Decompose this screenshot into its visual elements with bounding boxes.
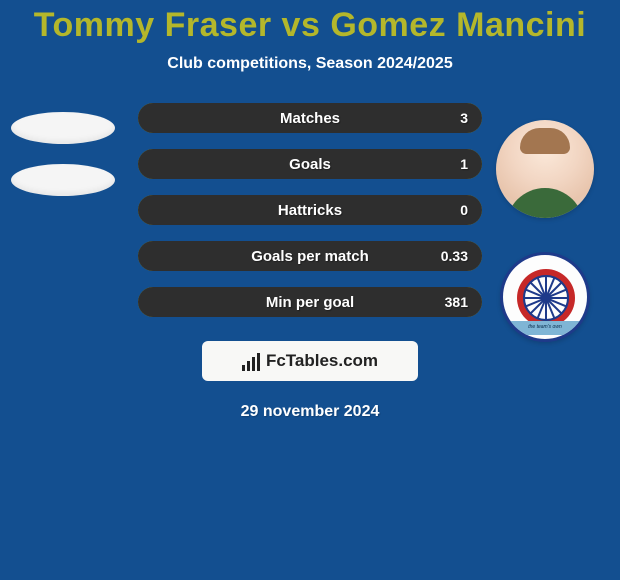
bar-segment-player2 (138, 149, 482, 179)
stat-bar: Goals per match0.33 (138, 241, 482, 271)
date-label: 29 november 2024 (0, 403, 620, 421)
stats-area: Matches3 Goals1 Hattricks0 Goals per match0… (0, 103, 620, 317)
bar-chart-icon (242, 351, 262, 371)
stat-bar: Matches3 (138, 103, 482, 133)
club-ribbon: the team's own (509, 321, 581, 335)
comparison-card: Tommy Fraser vs Gomez Mancini Club compe… (0, 0, 620, 580)
bar-segment-player2 (138, 195, 482, 225)
subtitle: Club competitions, Season 2024/2025 (0, 55, 620, 73)
page-title: Tommy Fraser vs Gomez Mancini (0, 0, 620, 45)
brand-text: FcTables.com (266, 351, 378, 371)
bar-segment-player2 (138, 287, 482, 317)
bar-segment-player2 (138, 103, 482, 133)
brand-box[interactable]: FcTables.com (202, 341, 418, 381)
stat-bar: Goals1 (138, 149, 482, 179)
stat-bar: Min per goal381 (138, 287, 482, 317)
vs-label: vs (282, 6, 321, 44)
player2-name: Gomez Mancini (330, 6, 586, 44)
player1-name: Tommy Fraser (34, 6, 272, 44)
bar-segment-player2 (138, 241, 482, 271)
stat-bar: Hattricks0 (138, 195, 482, 225)
